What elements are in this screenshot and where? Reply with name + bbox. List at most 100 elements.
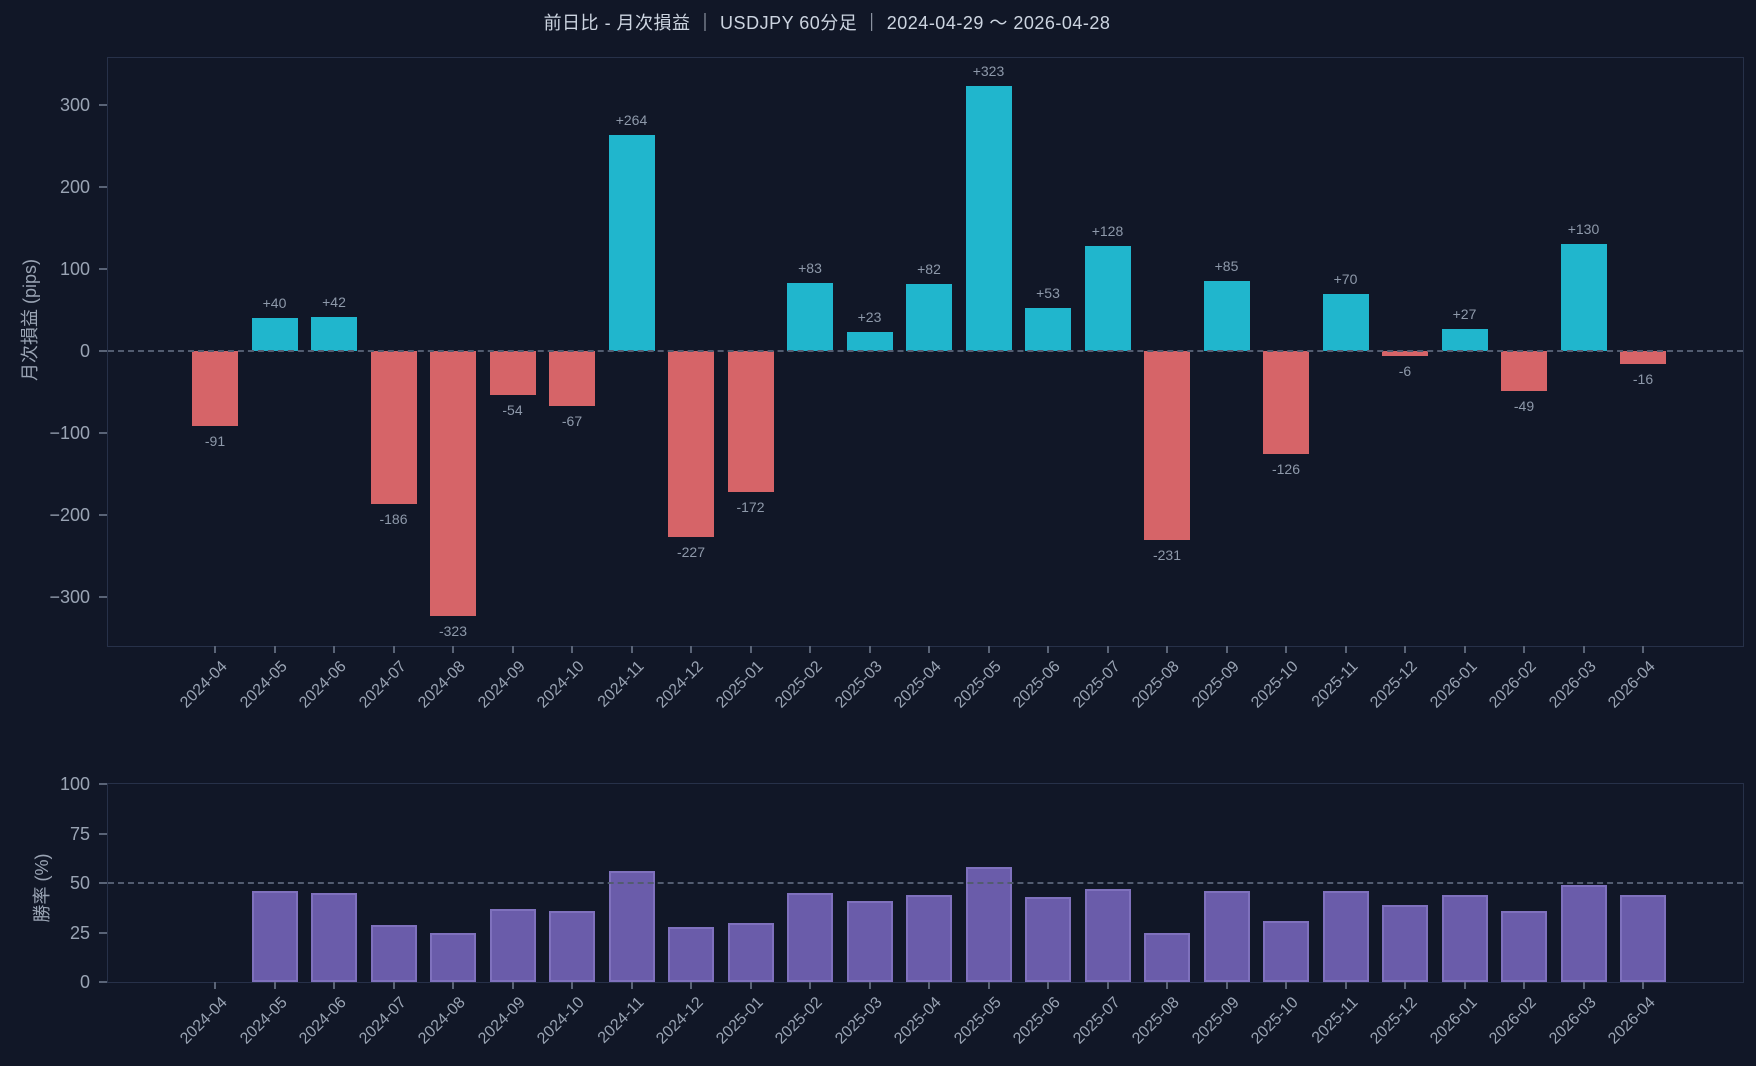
bar-2024-11 [608,871,655,982]
y-tick-mark-100 [99,783,107,785]
bar-value-label-2025-01: -172 [736,499,765,516]
bar-value-label-2024-05: +40 [262,295,287,312]
bar-2025-01 [727,351,774,493]
y-tick-label--300: −300 [49,587,90,607]
x-tick-mark-2025-08 [1166,646,1168,653]
y-tick-label--200: −200 [49,505,90,525]
y-tick-mark-300 [99,104,107,106]
bar-2024-07 [370,351,417,504]
x-tick-label-2024-05: 2024-05 [236,658,291,712]
x-tick-mark-2024-11 [630,646,633,653]
reference-line-50 [108,882,1743,884]
bar-2026-03 [1560,884,1607,982]
x-tick-label-2024-07: 2024-07 [355,658,410,712]
bar-2024-08 [430,351,476,616]
x-tick-mark-2026-04 [1642,982,1644,989]
x-tick-label-2025-02: 2025-02 [772,658,827,712]
x-tick-label-2024-08: 2024-08 [415,658,470,712]
x-tick-mark-2025-11 [1344,982,1347,989]
bar-value-label-2025-11: +70 [1333,270,1358,287]
bar-2025-01 [727,922,774,982]
x-tick-mark-2025-12 [1404,646,1406,653]
x-tick-mark-2025-05 [987,646,990,653]
bar-2025-09 [1203,281,1250,351]
x-tick-mark-2026-01 [1463,982,1466,989]
x-tick-label-2025-01: 2025-01 [712,994,767,1048]
bar-2024-06 [311,892,357,982]
x-tick-mark-2026-02 [1523,646,1525,653]
bar-value-label-2025-10: -126 [1271,461,1301,478]
x-tick-mark-2025-10 [1285,646,1287,653]
x-tick-mark-2025-06 [1047,646,1049,653]
x-tick-label-2024-12: 2024-12 [653,994,708,1048]
x-tick-label-2025-05: 2025-05 [950,658,1005,712]
x-tick-label-2024-11: 2024-11 [594,658,648,711]
x-tick-label-2026-02: 2026-02 [1486,658,1541,712]
x-tick-mark-2024-06 [333,982,335,989]
x-tick-mark-2025-03 [868,982,871,989]
bar-2026-02 [1501,351,1547,392]
bar-2025-11 [1322,293,1369,351]
x-tick-label-2024-10: 2024-10 [534,658,589,712]
x-tick-mark-2025-05 [987,982,990,989]
x-tick-label-2025-02: 2025-02 [772,994,827,1048]
x-tick-label-2024-06: 2024-06 [296,658,351,712]
x-tick-mark-2024-08 [452,982,454,989]
bar-2025-07 [1084,888,1131,982]
bar-2025-11 [1322,890,1369,982]
bar-2025-06 [1025,307,1071,351]
bar-2025-12 [1382,351,1428,356]
x-tick-label-2025-03: 2025-03 [831,658,886,712]
x-tick-mark-2024-10 [571,982,573,989]
x-tick-mark-2024-09 [511,982,514,989]
x-tick-label-2025-05: 2025-05 [950,994,1005,1048]
bar-value-label-2024-07: -186 [379,510,408,527]
x-tick-mark-2025-04 [928,982,930,989]
bar-value-label-2024-09: -54 [502,402,523,419]
x-tick-label-2026-03: 2026-03 [1545,658,1600,712]
x-tick-label-2025-12: 2025-12 [1367,994,1422,1048]
bar-value-label-2025-07: +128 [1091,223,1124,240]
bar-2024-06 [311,316,357,351]
x-tick-mark-2026-03 [1582,646,1585,653]
bar-2026-02 [1501,910,1547,982]
y-tick-mark-0 [99,981,107,983]
x-tick-mark-2025-10 [1285,982,1287,989]
x-tick-label-2026-03: 2026-03 [1545,994,1600,1048]
bar-2024-05 [251,890,298,982]
bar-2026-01 [1441,328,1488,351]
x-tick-label-2025-03: 2025-03 [831,994,886,1048]
x-tick-label-2026-02: 2026-02 [1486,994,1541,1048]
bar-2024-12 [668,926,714,982]
x-tick-mark-2026-02 [1523,982,1525,989]
y-tick-label-100: 100 [59,774,90,794]
x-tick-label-2025-12: 2025-12 [1367,658,1422,712]
x-tick-label-2025-06: 2025-06 [1010,658,1065,712]
y-tick-label-25: 25 [69,922,90,943]
x-tick-label-2025-08: 2025-08 [1129,994,1184,1048]
y-tick-label-0: 0 [79,972,90,992]
bar-2024-10 [549,910,595,982]
bar-value-label-2026-02: -49 [1513,398,1535,415]
x-tick-mark-2025-11 [1344,646,1347,653]
y-tick-label-300: 300 [59,95,90,115]
x-tick-mark-2026-03 [1582,982,1585,989]
x-tick-label-2024-09: 2024-09 [474,994,529,1048]
bar-value-label-2024-10: -67 [561,412,583,429]
x-tick-label-2025-01: 2025-01 [712,658,767,712]
bar-value-label-2026-03: +130 [1567,221,1600,238]
x-tick-mark-2024-06 [333,646,335,653]
bar-value-label-2025-02: +83 [798,259,822,276]
x-tick-mark-2025-02 [809,982,811,989]
x-tick-label-2025-09: 2025-09 [1188,658,1243,712]
bar-2025-10 [1263,351,1309,455]
x-tick-mark-2024-09 [511,646,514,653]
bar-2024-11 [608,134,655,351]
bar-2025-02 [787,892,833,982]
bar-2025-07 [1084,246,1131,351]
x-tick-mark-2024-08 [452,646,454,653]
y-tick-mark-0 [99,350,107,352]
y-tick-label-75: 75 [69,823,90,844]
x-tick-label-2024-08: 2024-08 [415,994,470,1048]
bar-2025-12 [1382,904,1428,982]
